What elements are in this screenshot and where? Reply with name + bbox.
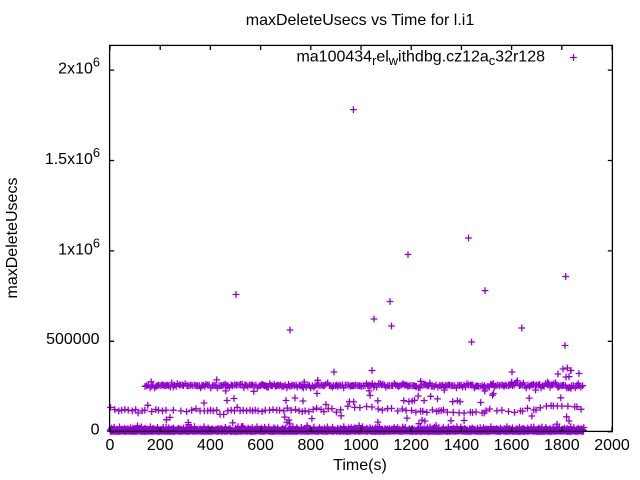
svg-text:1x106: 1x106 [58, 236, 100, 259]
svg-text:1.5x106: 1.5x106 [45, 145, 100, 168]
svg-text:0: 0 [91, 421, 100, 438]
svg-text:400: 400 [197, 437, 224, 454]
svg-text:600: 600 [247, 437, 274, 454]
svg-text:200: 200 [147, 437, 174, 454]
svg-text:ma100434relwithdbg.cz12ac32r12: ma100434relwithdbg.cz12ac32r128 [296, 48, 545, 68]
svg-text:800: 800 [297, 437, 324, 454]
svg-text:Time(s): Time(s) [333, 457, 387, 474]
svg-text:500000: 500000 [46, 331, 99, 348]
svg-text:maxDeleteUsecs vs Time for l.i: maxDeleteUsecs vs Time for l.i1 [246, 12, 475, 29]
svg-text:1600: 1600 [494, 437, 530, 454]
svg-text:0: 0 [106, 437, 115, 454]
svg-text:maxDeleteUsecs: maxDeleteUsecs [4, 178, 21, 299]
svg-text:1000: 1000 [343, 437, 379, 454]
svg-text:1800: 1800 [544, 437, 580, 454]
svg-text:1400: 1400 [444, 437, 480, 454]
svg-text:1200: 1200 [393, 437, 429, 454]
svg-text:2x106: 2x106 [58, 55, 100, 78]
svg-text:2000: 2000 [594, 437, 630, 454]
